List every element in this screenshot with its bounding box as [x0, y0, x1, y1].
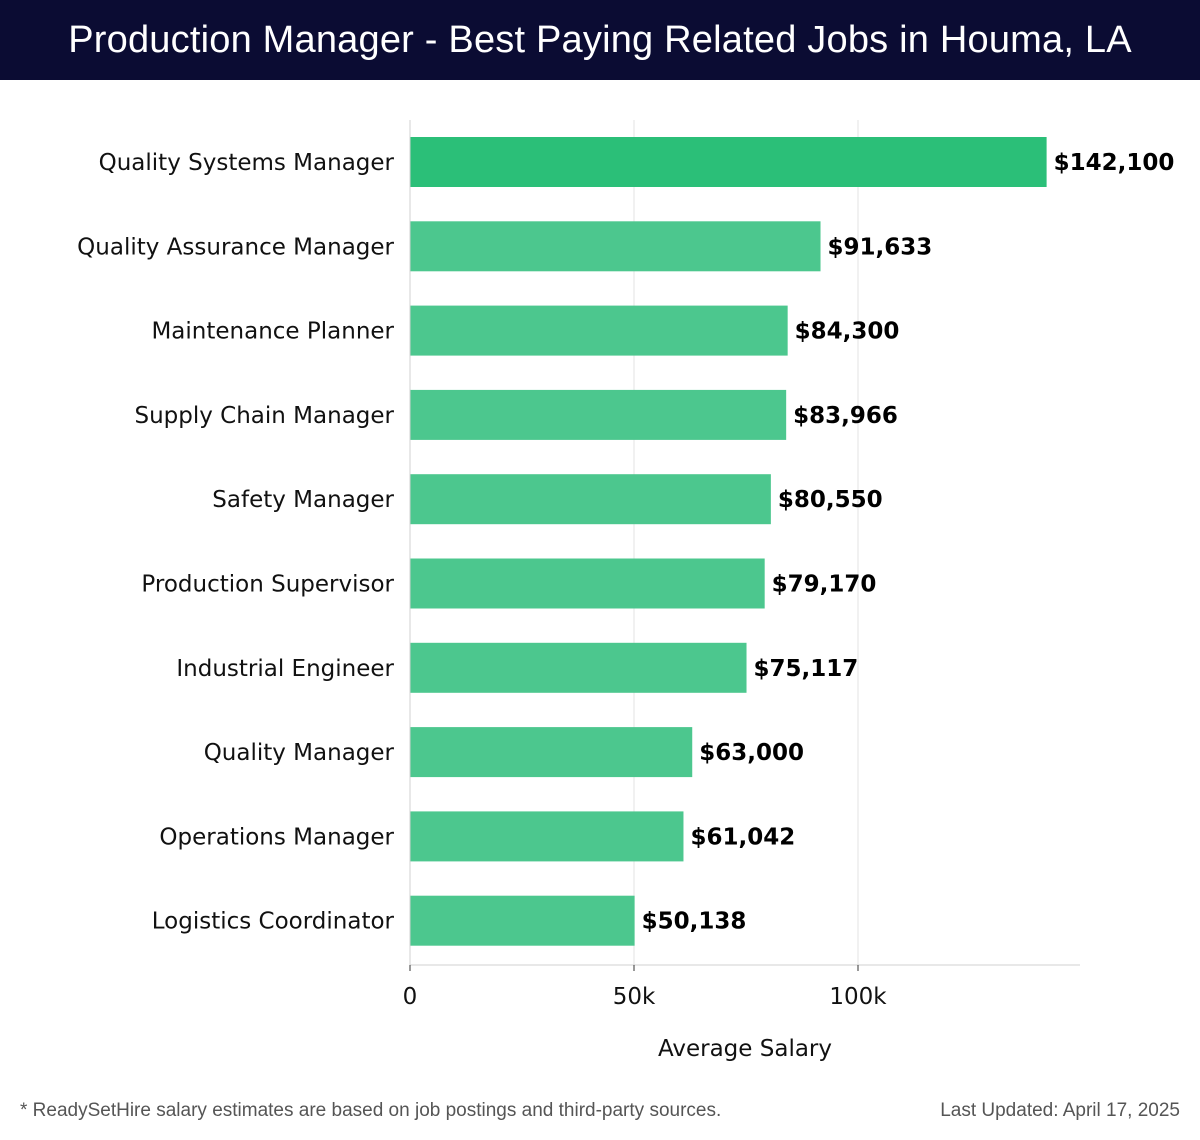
bar-chart: Quality Systems Manager $142,100 Quality A…: [77, 120, 1175, 1062]
value-label: $91,633: [828, 234, 933, 260]
chart-header: Production Manager - Best Paying Related…: [0, 0, 1200, 80]
x-tick-label: 50k: [613, 984, 656, 1010]
x-tick-label: 0: [403, 984, 418, 1010]
value-label: $50,138: [642, 909, 747, 935]
category-label: Production Supervisor: [141, 572, 394, 598]
category-label: Supply Chain Manager: [134, 403, 394, 429]
category-label: Quality Manager: [204, 740, 395, 766]
category-label: Safety Manager: [212, 487, 394, 513]
bar: [410, 137, 1047, 187]
category-label: Operations Manager: [159, 824, 394, 850]
value-label: $75,117: [754, 656, 859, 682]
bar: [410, 474, 771, 525]
category-label: Maintenance Planner: [151, 319, 394, 345]
footer-note: * ReadySetHire salary estimates are base…: [20, 1100, 722, 1121]
value-label: $79,170: [772, 572, 877, 598]
category-label: Industrial Engineer: [176, 656, 394, 682]
chart-title: Production Manager - Best Paying Related…: [68, 18, 1132, 61]
value-label: $142,100: [1054, 150, 1175, 176]
bar: [410, 558, 765, 609]
value-label: $63,000: [699, 740, 804, 766]
bar: [410, 895, 635, 946]
category-label: Logistics Coordinator: [152, 909, 395, 935]
bar: [410, 221, 821, 272]
category-label: Quality Systems Manager: [99, 150, 395, 176]
bar: [410, 642, 747, 693]
bar: [410, 305, 788, 356]
last-updated: Last Updated: April 17, 2025: [940, 1100, 1180, 1121]
bar: [410, 811, 684, 862]
x-tick-label: 100k: [829, 984, 887, 1010]
x-axis-label: Average Salary: [658, 1036, 832, 1062]
value-label: $80,550: [778, 487, 883, 513]
bar: [410, 389, 787, 440]
bar: [410, 727, 693, 778]
value-label: $83,966: [793, 403, 898, 429]
value-label: $84,300: [795, 319, 900, 345]
value-label: $61,042: [690, 824, 795, 850]
category-label: Quality Assurance Manager: [77, 234, 394, 260]
